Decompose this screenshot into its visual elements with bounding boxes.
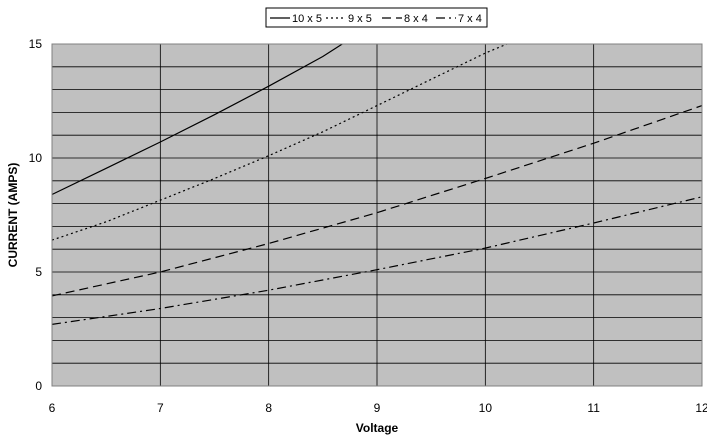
series-line xyxy=(51,43,343,196)
x-tick-label: 8 xyxy=(265,401,272,415)
x-axis-title: Voltage xyxy=(356,421,399,435)
legend-label: 7 x 4 xyxy=(458,13,482,25)
y-tick-label: 5 xyxy=(35,265,42,279)
series-9x5 xyxy=(51,43,508,241)
plot-border xyxy=(51,43,703,387)
x-tick-label: 10 xyxy=(479,401,493,415)
legend-box xyxy=(265,7,488,28)
series-8x4 xyxy=(51,105,703,297)
series-line xyxy=(51,43,508,241)
x-tick-label: 12 xyxy=(695,401,707,415)
legend: 10 x 5 9 x 5 8 x 4 7 x 4 xyxy=(265,7,488,28)
series-layer xyxy=(51,43,703,325)
x-tick-label: 11 xyxy=(587,401,600,415)
series-line xyxy=(51,105,703,297)
y-tick-label: 15 xyxy=(29,37,43,51)
y-tick-label: 0 xyxy=(35,379,42,393)
x-tick-label: 7 xyxy=(157,401,164,415)
legend-label: 9 x 5 xyxy=(348,13,372,25)
y-tick-label: 10 xyxy=(29,151,43,165)
x-tick-label: 9 xyxy=(374,401,381,415)
series-line xyxy=(51,196,703,325)
x-tick-labels: 6 7 8 9 10 11 12 xyxy=(49,401,707,415)
series-10x5 xyxy=(51,43,343,196)
legend-label: 10 x 5 xyxy=(292,13,322,25)
y-axis-title: CURRENT (AMPS) xyxy=(6,163,20,268)
legend-label: 8 x 4 xyxy=(404,13,428,25)
y-tick-labels: 0 5 10 15 xyxy=(29,37,43,393)
series-7x4 xyxy=(51,196,703,325)
grid xyxy=(52,44,702,386)
x-tick-label: 6 xyxy=(49,401,56,415)
